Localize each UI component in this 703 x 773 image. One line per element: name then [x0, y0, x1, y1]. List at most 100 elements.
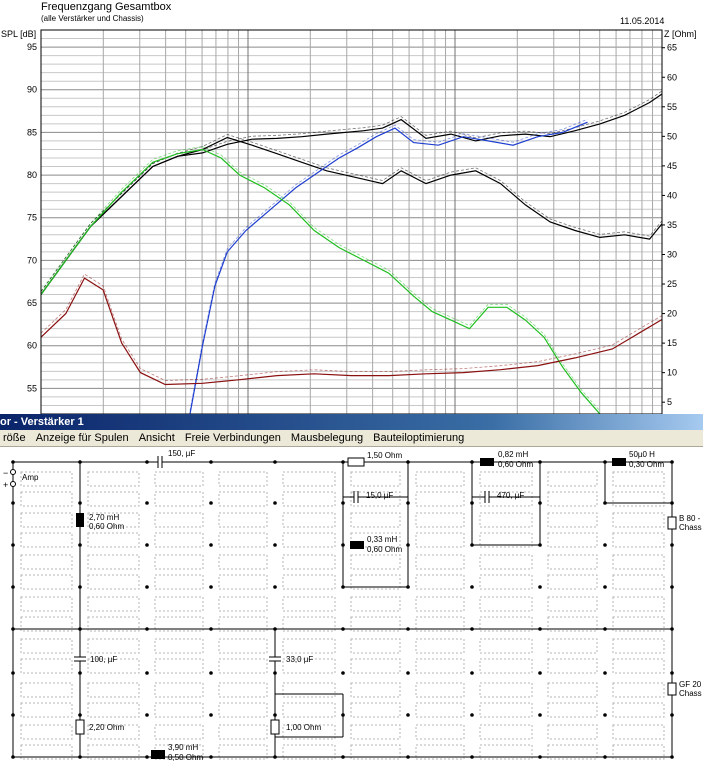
placeholder-slot: [282, 744, 336, 760]
c4-label: 100, µF: [90, 655, 117, 664]
capacitor-c5[interactable]: 33,0 µF: [269, 655, 313, 664]
inductor-l3[interactable]: 2,70 mH 0,60 Ohm: [76, 513, 124, 531]
l1-label-a: 0,82 mH: [498, 450, 528, 459]
capacitor-c2[interactable]: 15,0 µF: [353, 491, 393, 503]
series-line-2: [40, 136, 663, 295]
placeholder-slot: [547, 554, 598, 570]
placeholder-slot: [282, 658, 336, 674]
right-tick-label: 55: [667, 102, 677, 112]
placeholder-slot: [154, 682, 204, 698]
placeholder-slot: [218, 532, 268, 548]
placeholder-slot: [350, 616, 401, 632]
l2-label-b: 0,30 Ohm: [629, 460, 664, 469]
series-line-4: [40, 148, 601, 414]
right-tick-label: 60: [667, 72, 677, 82]
menu-item-anzeige-spulen[interactable]: Anzeige für Spulen: [35, 432, 129, 444]
left-tick-label: 65: [27, 298, 37, 308]
capacitor-c1[interactable]: 150, µF: [157, 449, 195, 468]
placeholder-slot: [154, 574, 204, 590]
inductor-l2[interactable]: 50µ0 H 0,30 Ohm: [612, 450, 664, 469]
node-dot: [209, 543, 213, 547]
placeholder-slot: [350, 638, 401, 654]
inductor-l1[interactable]: 0,82 mH 0,60 Ohm: [480, 450, 533, 469]
placeholder-slot: [479, 702, 533, 718]
c5-label: 33,0 µF: [286, 655, 313, 664]
left-tick-label: 85: [27, 127, 37, 137]
menu-item-mausbelegung[interactable]: Mausbelegung: [290, 432, 364, 444]
placeholder-slot: [415, 596, 465, 612]
resistor-r3[interactable]: 1,00 Ohm: [270, 719, 321, 735]
placeholder-slot: [547, 574, 598, 590]
placeholder-slot: [547, 532, 598, 548]
placeholder-slot: [154, 702, 204, 718]
resistor-r2[interactable]: 2,20 Ohm: [75, 719, 124, 735]
placeholder-slot: [479, 471, 533, 487]
node-dot: [273, 501, 277, 505]
placeholder-slot: [350, 596, 401, 612]
node-dot: [209, 713, 213, 717]
placeholder-slot: [87, 744, 140, 760]
amp-terminals[interactable]: − + Amp: [3, 468, 39, 490]
right-axis-label: Z [Ohm]: [664, 29, 697, 39]
menu-bar: röße Anzeige für Spulen Ansicht Freie Ve…: [0, 430, 703, 447]
circuit-canvas[interactable]: 150, µF 1,50 Ohm 0,82 mH 0,60 Ohm 50µ0 H…: [0, 447, 703, 773]
placeholder-slot: [612, 554, 665, 570]
spk1-label-a: B 80 -: [679, 514, 701, 523]
placeholder-slot: [612, 638, 665, 654]
placeholder-slot: [282, 491, 336, 507]
right-tick-label: 25: [667, 279, 677, 289]
placeholder-slot: [479, 744, 533, 760]
left-tick-label: 60: [27, 341, 37, 351]
menu-item-freie-verbindungen[interactable]: Freie Verbindungen: [184, 432, 281, 444]
placeholder-slot: [350, 724, 401, 740]
placeholder-slot: [282, 638, 336, 654]
placeholder-slot: [87, 638, 140, 654]
capacitor-c3[interactable]: 470, µF: [484, 491, 524, 503]
placeholder-slot: [479, 638, 533, 654]
placeholder-slot: [350, 491, 401, 507]
placeholder-slot: [218, 638, 268, 654]
node-dot: [145, 501, 149, 505]
speaker-2[interactable]: GF 20 Chass: [667, 680, 702, 698]
spk2-label-b: Chass: [679, 689, 702, 698]
placeholder-slot: [415, 491, 465, 507]
right-tick-label: 50: [667, 131, 677, 141]
placeholder-slot: [547, 744, 598, 760]
capacitor-c4[interactable]: 100, µF: [74, 655, 117, 664]
circuit-schematic[interactable]: 150, µF 1,50 Ohm 0,82 mH 0,60 Ohm 50µ0 H…: [0, 447, 703, 773]
placeholder-slot: [350, 744, 401, 760]
placeholder-slot: [87, 512, 140, 528]
node-dot: [209, 671, 213, 675]
menu-item-ansicht[interactable]: Ansicht: [138, 432, 175, 444]
inductor-l5[interactable]: 3,90 mH 0,50 Ohm: [151, 743, 203, 762]
inductor-l4[interactable]: 0,33 mH 0,60 Ohm: [350, 535, 402, 554]
placeholder-slot: [87, 471, 140, 487]
resistor-r1[interactable]: 1,50 Ohm: [347, 451, 402, 467]
placeholder-slot: [87, 574, 140, 590]
placeholder-slot: [218, 471, 268, 487]
plot-area: 95 90 85 80 75 70 65 60 55 65 60 55 50 45 40 35 30 25 20 15…: [27, 29, 677, 414]
placeholder-slot: [20, 471, 73, 487]
node-dot: [273, 585, 277, 589]
placeholder-slot: [20, 702, 73, 718]
placeholder-slot: [218, 658, 268, 674]
chart-date: 11.05.2014: [620, 16, 665, 26]
placeholder-slot: [282, 702, 336, 718]
node-dot: [470, 585, 474, 589]
series-tolerance-2: [40, 134, 663, 292]
grid: [40, 30, 663, 414]
menu-item-bauteiloptimierung[interactable]: Bauteiloptimierung: [373, 432, 465, 444]
placeholder-slot: [20, 596, 73, 612]
placeholder-slot: [415, 574, 465, 590]
node-dot: [470, 671, 474, 675]
speaker-1[interactable]: B 80 - Chass: [667, 514, 702, 532]
menu-item-groesse[interactable]: röße: [3, 432, 26, 444]
amp-label: Amp: [22, 473, 39, 482]
placeholder-slot: [547, 491, 598, 507]
r3-label: 1,00 Ohm: [286, 723, 321, 732]
l3-label-b: 0,60 Ohm: [89, 522, 124, 531]
placeholder-slot: [87, 532, 140, 548]
editor-title-bar[interactable]: or - Verstärker 1: [0, 414, 703, 430]
placeholder-slot: [415, 724, 465, 740]
node-dot: [145, 585, 149, 589]
